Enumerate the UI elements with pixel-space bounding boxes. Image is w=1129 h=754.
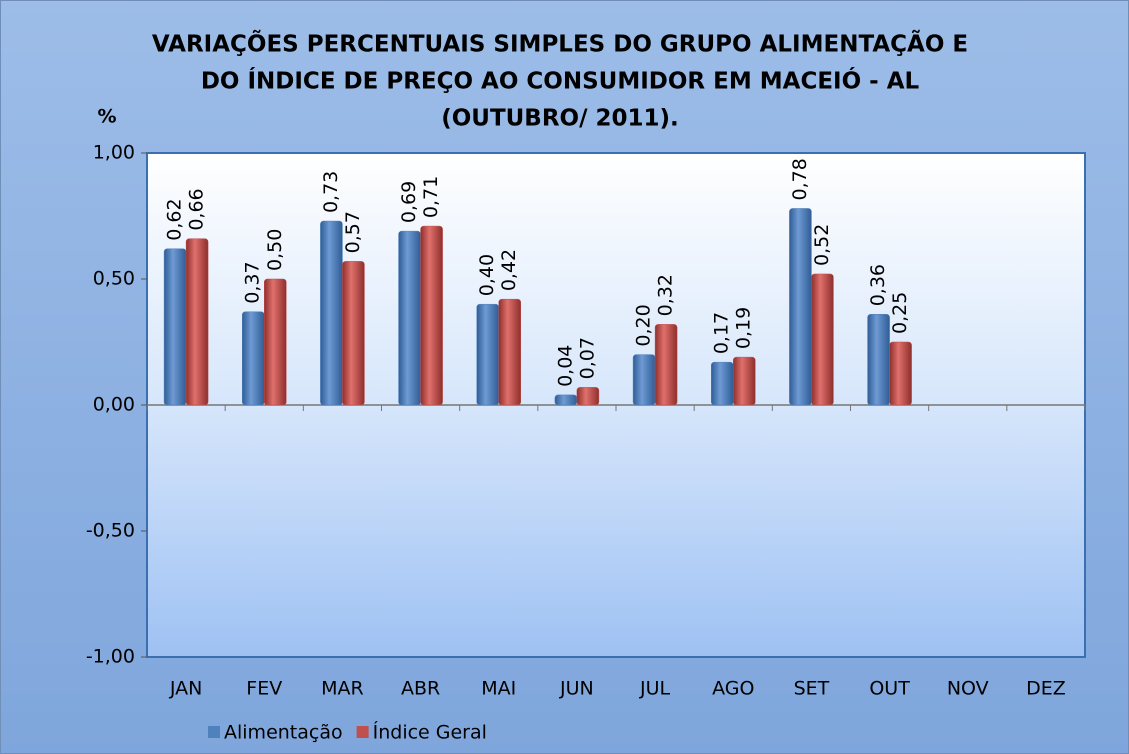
bar [867, 314, 890, 406]
data-label: 0,32 [655, 274, 677, 316]
data-label: 0,19 [733, 307, 755, 349]
x-tick-label: OUT [869, 678, 910, 700]
x-tick-label: SET [794, 678, 830, 700]
data-label: 0,50 [264, 229, 286, 271]
legend-label: Índice Geral [373, 721, 487, 744]
data-label: 0,66 [186, 188, 208, 230]
x-tick-label: MAR [321, 678, 364, 700]
bar [554, 394, 578, 406]
data-label: 0,25 [889, 292, 911, 334]
bar [498, 298, 521, 406]
chart-title: (OUTUBRO/ 2011). [441, 106, 679, 132]
x-tick-label: NOV [947, 678, 989, 700]
data-label: 0,07 [576, 337, 598, 379]
y-tick-label: 1,00 [93, 142, 135, 164]
data-label: 0,62 [164, 198, 186, 240]
data-label: 0,52 [811, 224, 833, 266]
y-tick-label: 0,50 [93, 268, 135, 290]
data-label: 0,20 [633, 304, 655, 346]
data-label: 0,73 [320, 171, 342, 213]
bar [163, 248, 187, 406]
y-tick-label: 0,00 [93, 394, 135, 416]
bar [476, 303, 499, 406]
data-label: 0,36 [867, 264, 889, 306]
legend-swatch [208, 726, 220, 738]
x-tick-label: ABR [401, 678, 440, 700]
data-label: 0,37 [242, 261, 264, 303]
bar [420, 225, 443, 406]
bar [789, 208, 812, 406]
bar [632, 354, 656, 406]
x-tick-label: MAI [481, 678, 516, 700]
data-label: 0,04 [554, 345, 576, 387]
bar [811, 273, 834, 406]
y-axis-label: % [97, 106, 116, 128]
bar [733, 356, 756, 406]
bar [342, 261, 365, 406]
legend-swatch [356, 726, 369, 738]
bar [654, 324, 678, 406]
bar [264, 278, 287, 406]
bar [711, 361, 734, 406]
data-label: 0,42 [498, 249, 520, 291]
y-tick-label: -0,50 [86, 520, 135, 542]
bar [185, 238, 209, 406]
chart-title: DO ÍNDICE DE PREÇO AO CONSUMIDOR EM MACE… [201, 67, 920, 95]
bar [320, 220, 343, 406]
x-tick-label: FEV [246, 678, 282, 700]
x-tick-label: JUN [559, 678, 594, 700]
data-label: 0,40 [476, 254, 498, 296]
bar [398, 230, 421, 406]
x-tick-label: JUL [639, 678, 671, 700]
chart-title: VARIAÇÕES PERCENTUAIS SIMPLES DO GRUPO A… [152, 30, 968, 58]
bar [242, 311, 265, 406]
data-label: 0,69 [398, 181, 420, 223]
data-label: 0,78 [789, 158, 811, 200]
legend-label: Alimentação [224, 722, 343, 744]
y-tick-label: -1,00 [86, 646, 135, 668]
x-tick-label: DEZ [1026, 678, 1066, 700]
data-label: 0,57 [342, 211, 364, 253]
data-label: 0,17 [711, 312, 733, 354]
data-label: 0,71 [420, 176, 442, 218]
bar [576, 387, 600, 406]
x-tick-label: AGO [712, 678, 754, 700]
bar [889, 341, 912, 406]
x-tick-label: JAN [169, 678, 202, 700]
